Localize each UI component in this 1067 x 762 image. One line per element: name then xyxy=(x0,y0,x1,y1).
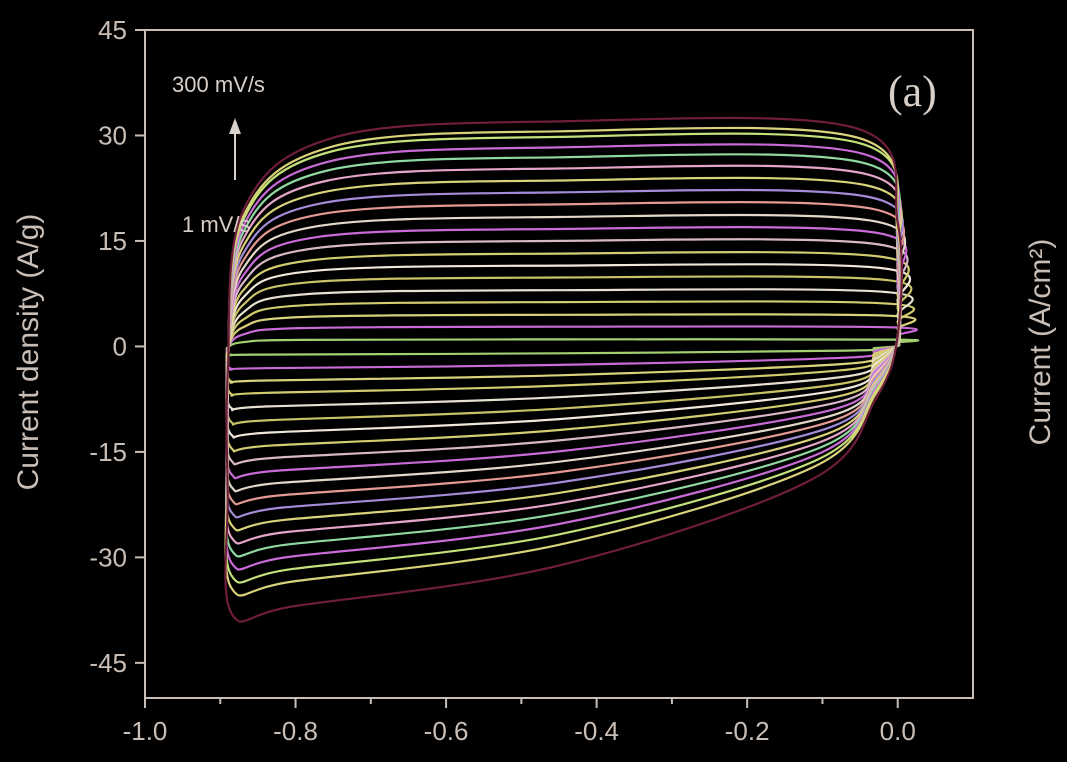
plot-frame xyxy=(144,29,974,699)
cv-curve-19 xyxy=(224,116,903,623)
x-tick-label-4: -0.2 xyxy=(725,716,770,746)
x-tick-label-2: -0.6 xyxy=(424,716,469,746)
y-axis-title-right: Current (A/cm²) xyxy=(1024,239,1057,446)
annotation-bottom: 1 mV/s xyxy=(182,212,250,237)
y-tick-label-0: 45 xyxy=(98,15,127,45)
x-tick-label-1: -0.8 xyxy=(273,716,318,746)
y-axis-title: Current density (A/g) xyxy=(12,214,45,491)
annotation-arrowhead xyxy=(229,118,241,134)
y-axis: 45 30 15 0 -15 -30 -45 xyxy=(89,15,145,678)
annotation-top: 300 mV/s xyxy=(172,72,265,97)
y-tick-label-1: 30 xyxy=(98,120,127,150)
x-tick-label-5: 0.0 xyxy=(880,716,916,746)
y-tick-label-3: 0 xyxy=(113,331,127,361)
y-tick-label-2: 15 xyxy=(98,226,127,256)
curve-group xyxy=(224,116,920,623)
y-tick-label-4: -15 xyxy=(89,437,127,467)
y-tick-label-5: -30 xyxy=(89,542,127,572)
y-tick-label-6: -45 xyxy=(89,648,127,678)
x-tick-label-3: -0.4 xyxy=(574,716,619,746)
x-axis: -1.0 -0.8 -0.6 -0.4 -0.2 0.0 xyxy=(123,698,916,746)
x-tick-label-0: -1.0 xyxy=(123,716,168,746)
panel-label: (a) xyxy=(888,67,937,116)
